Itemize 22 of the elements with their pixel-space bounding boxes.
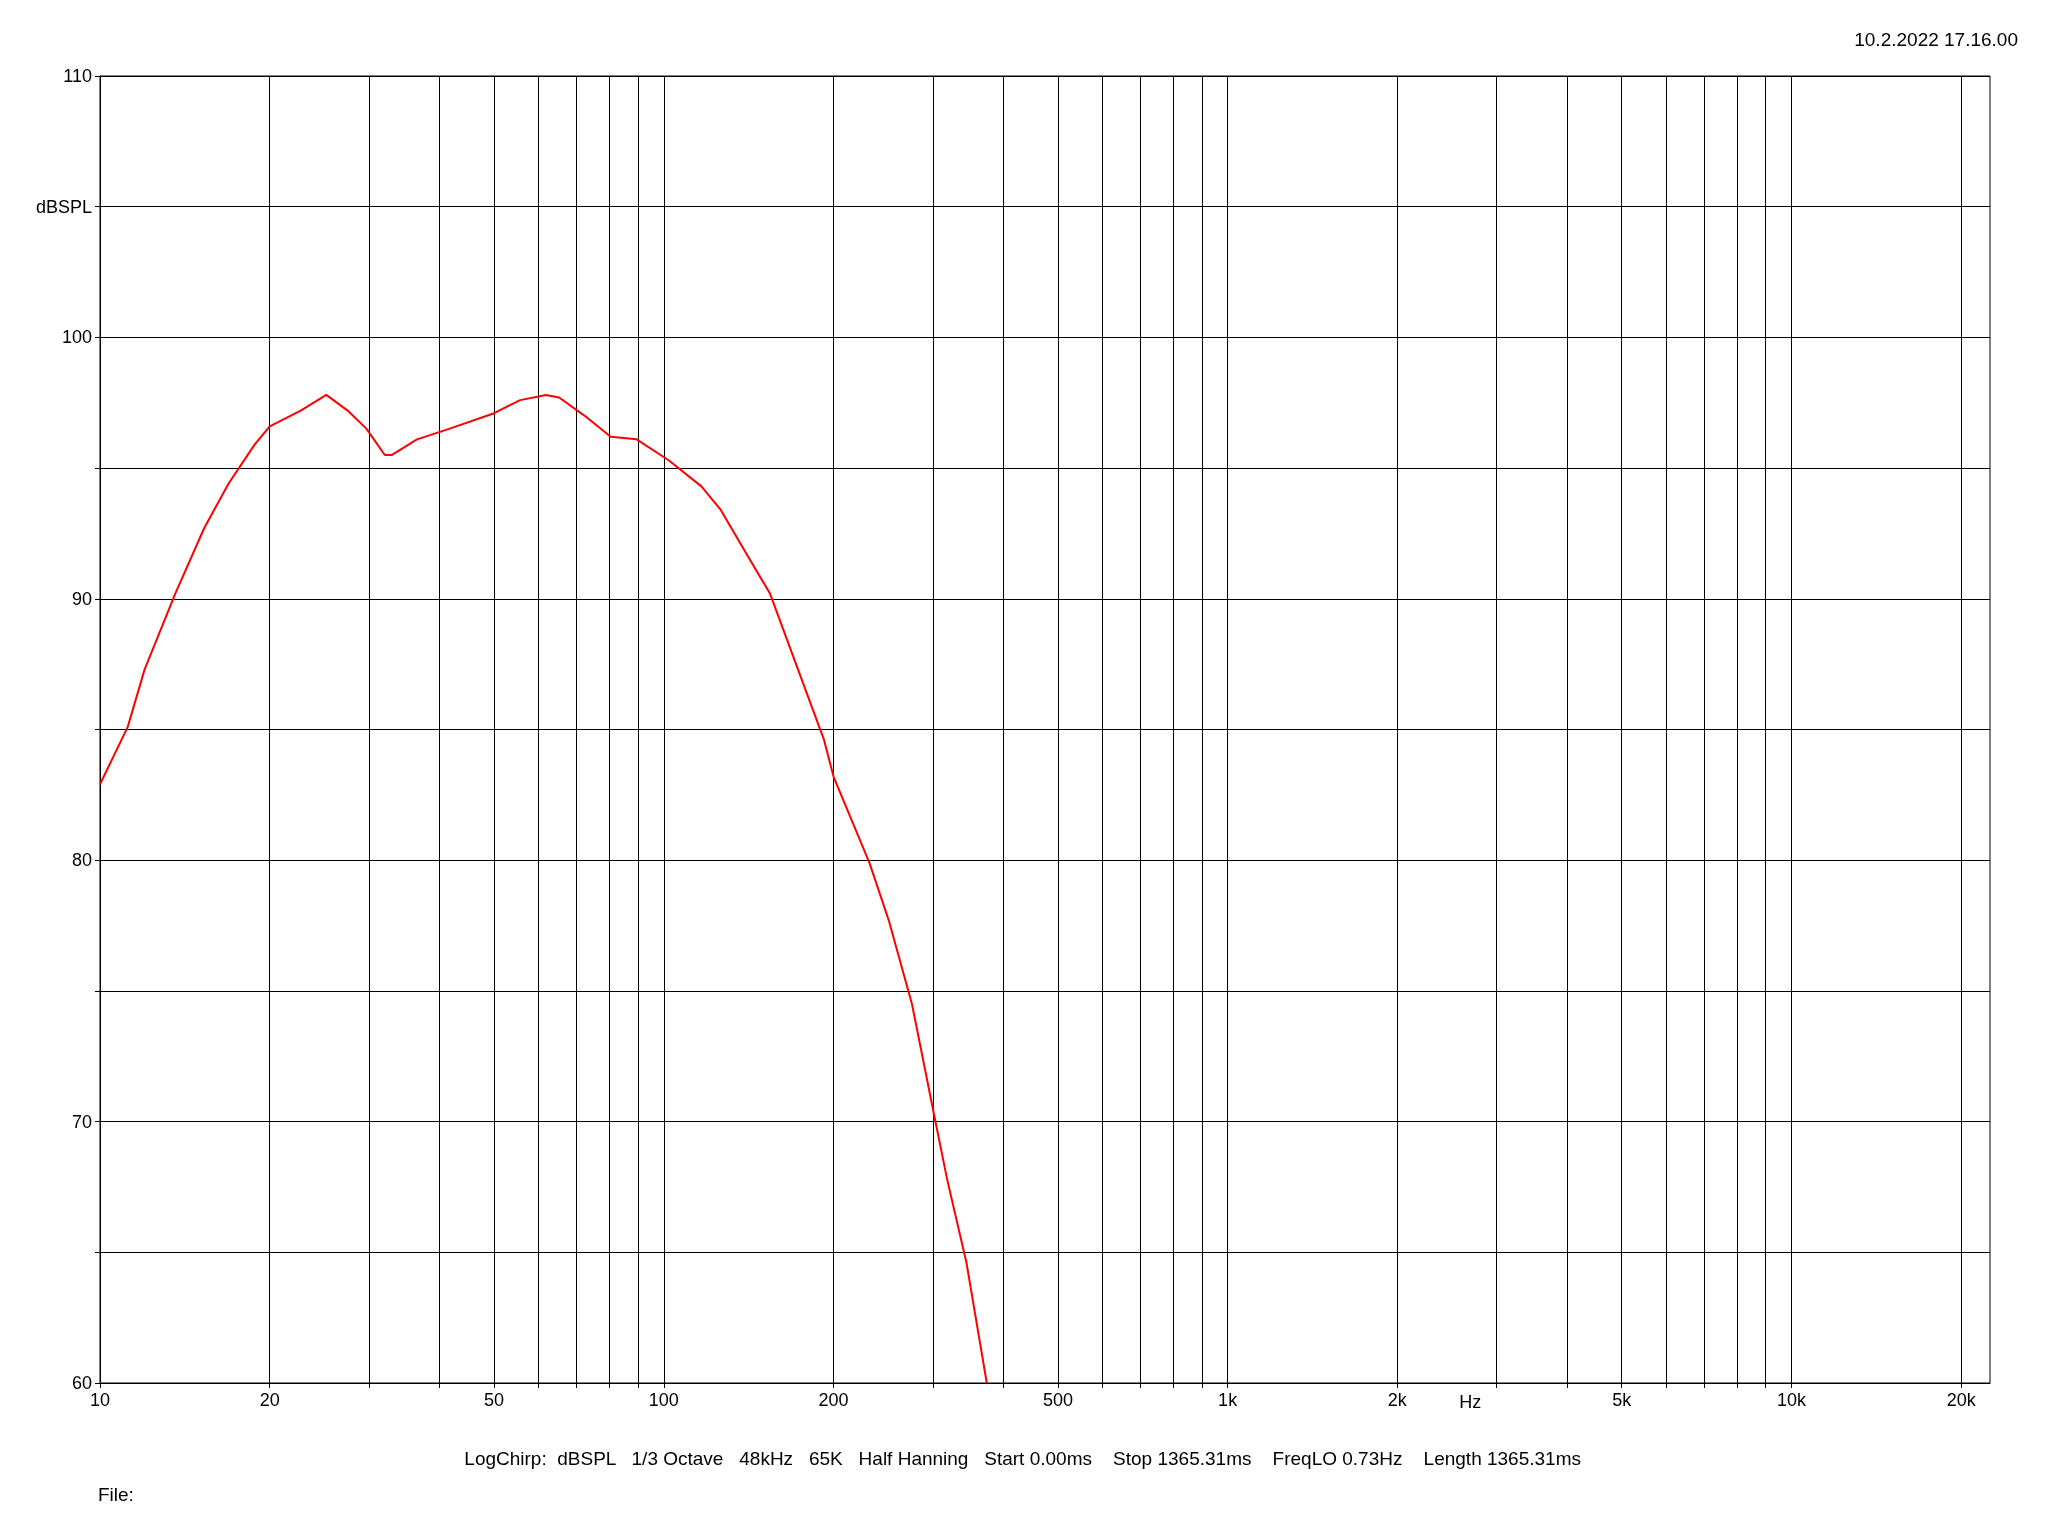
x-tick-label: 500 [1042,1390,1073,1410]
x-tick-label: 50 [484,1390,505,1410]
x-tick-label: 20 [259,1390,280,1410]
x-tick-label: 5k [1612,1390,1633,1410]
x-tick-label: 200 [818,1390,849,1410]
y-tick-label: 80 [71,850,92,871]
y-tick-label: dBSPL [35,196,92,217]
x-tick-label: 20k [1946,1390,1977,1410]
y-tick-label: 100 [61,327,92,348]
x-axis-title: Hz [1459,1392,1482,1412]
text: LogChirp: dBSPL 1/3 Octave 48kHz 65K Half Hanning Start 0.00ms Stop 1365.31ms FreqLO 0.73Hz Length 1365.31ms [464,1448,1581,1469]
y-tick-label: 110 [63,66,92,86]
y-tick-label: 70 [71,1111,92,1132]
x-tick-label: 2k [1387,1390,1408,1410]
x-tick-label: 10k [1776,1390,1807,1410]
text: 10.2.2022 17.16.00 [1854,29,2018,50]
y-tick-label: 60 [71,1373,92,1393]
text: File: [98,1484,134,1505]
x-tick-label: 1k [1218,1390,1239,1410]
x-tick-label: 10 [89,1390,111,1410]
x-tick-label: 100 [648,1390,679,1410]
y-tick-label: 90 [71,588,92,609]
